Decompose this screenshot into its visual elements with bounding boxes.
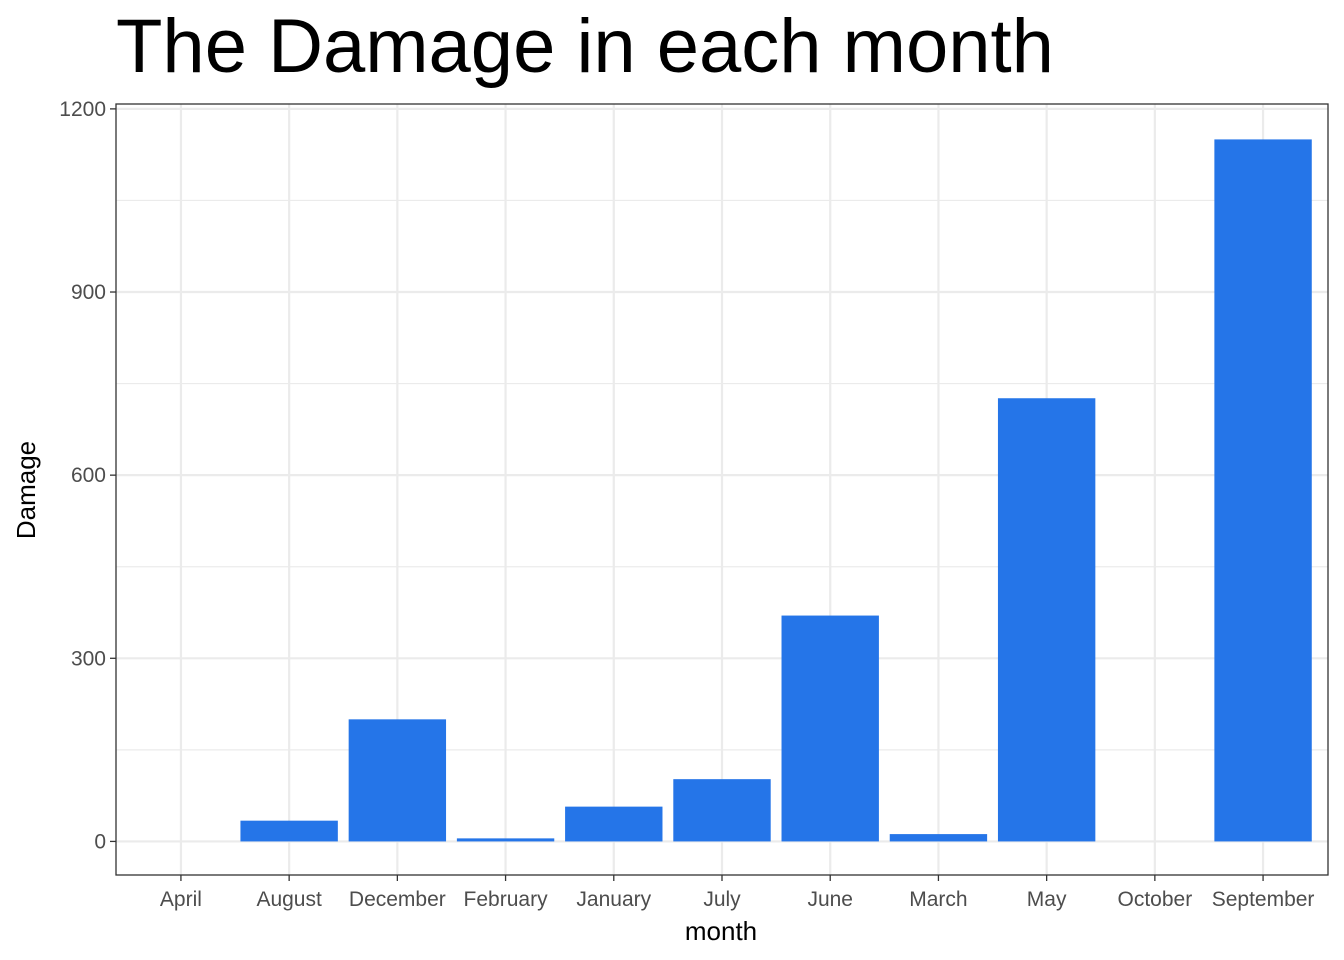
chart-title: The Damage in each month (116, 4, 1054, 89)
bar-february (456, 838, 555, 842)
axis-ticks: 0 300 600 900 1200 April August December Februar… (59, 98, 1314, 911)
x-tick-label: July (703, 888, 741, 911)
grid-lines (116, 104, 1328, 875)
bar-june (781, 615, 879, 842)
bar-may (997, 398, 1096, 842)
bar-july (673, 779, 771, 842)
bars (240, 139, 1312, 842)
y-tick-label: 300 (71, 647, 106, 670)
y-tick-label: 0 (94, 830, 106, 853)
x-tick-label: August (256, 888, 322, 911)
x-tick-label: April (160, 888, 202, 911)
x-tick-label: January (576, 888, 651, 911)
bar-august (240, 820, 338, 842)
bar-december (348, 719, 447, 842)
bar-september (1214, 139, 1312, 842)
y-tick-label: 600 (71, 464, 106, 487)
x-tick-label: February (464, 888, 549, 911)
x-tick-label: March (909, 888, 967, 911)
x-axis-title: month (685, 916, 757, 946)
y-tick-label: 1200 (59, 98, 106, 121)
x-tick-label: September (1212, 888, 1315, 911)
x-tick-label: June (807, 888, 853, 911)
bar-march (889, 834, 988, 842)
x-tick-label: May (1027, 888, 1067, 911)
x-tick-label: October (1118, 888, 1193, 911)
y-axis-title: Damage (11, 441, 41, 539)
bar-january (565, 806, 663, 842)
y-tick-label: 900 (71, 281, 106, 304)
x-tick-label: December (349, 888, 446, 911)
